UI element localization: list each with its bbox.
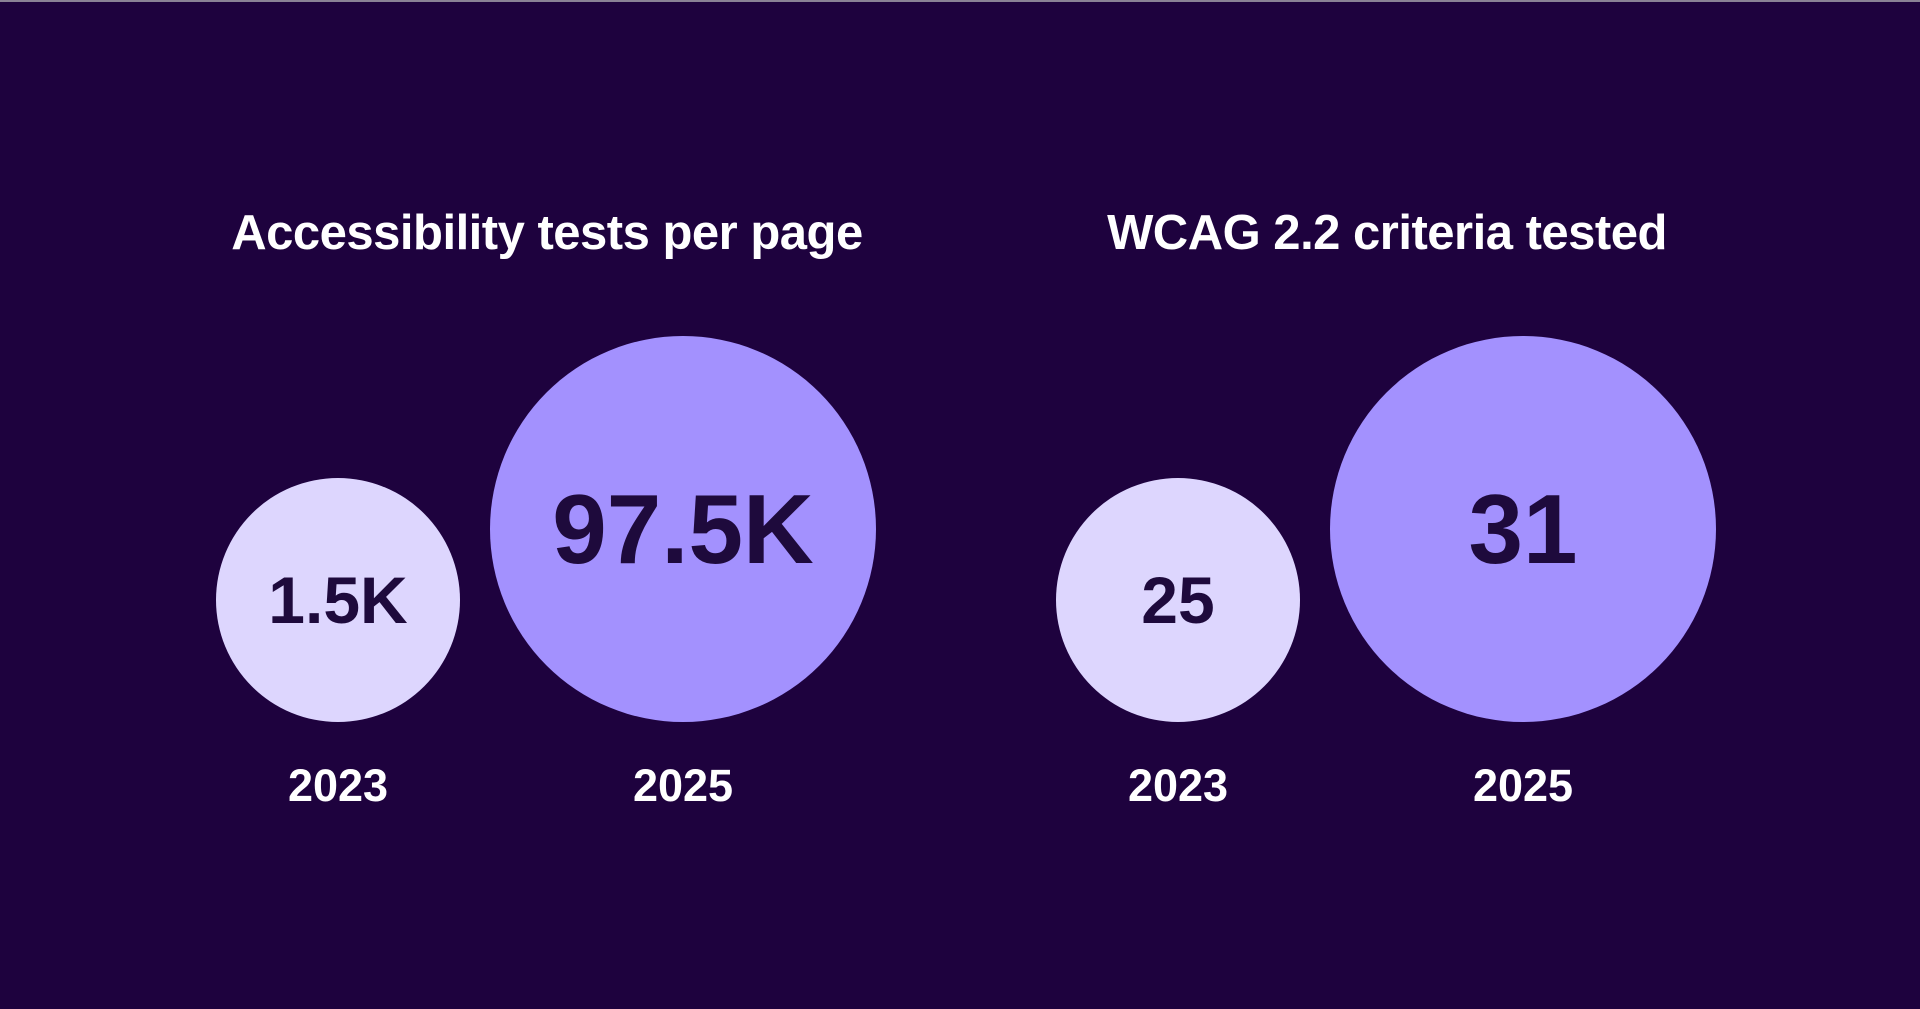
bubble-2023: 1.5K — [216, 478, 460, 722]
bubble-2025: 97.5K — [490, 336, 876, 722]
bubble-value-label: 31 — [1468, 473, 1578, 584]
year-label: 2025 — [1472, 760, 1574, 811]
bubble-value-label: 25 — [1141, 563, 1215, 637]
bubble-value-label: 1.5K — [268, 563, 408, 637]
year-label: 2025 — [632, 760, 734, 811]
year-label: 2023 — [287, 760, 389, 811]
chart-title: Accessibility tests per page — [231, 206, 863, 260]
bubble-value-label: 97.5K — [552, 473, 814, 584]
year-label: 2023 — [1127, 760, 1229, 811]
chart-title: WCAG 2.2 criteria tested — [1107, 206, 1667, 260]
bubble-2023: 25 — [1056, 478, 1300, 722]
bubble-2025: 31 — [1330, 336, 1716, 722]
